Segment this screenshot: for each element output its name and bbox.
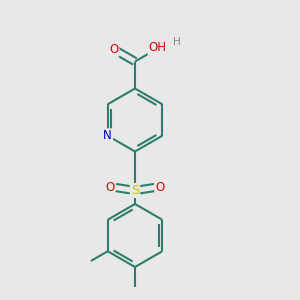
Text: O: O: [109, 43, 119, 56]
Text: O: O: [155, 181, 164, 194]
Text: H: H: [172, 37, 180, 47]
Text: OH: OH: [148, 41, 166, 54]
Text: N: N: [103, 129, 112, 142]
Text: O: O: [106, 181, 115, 194]
Text: S: S: [131, 184, 139, 197]
